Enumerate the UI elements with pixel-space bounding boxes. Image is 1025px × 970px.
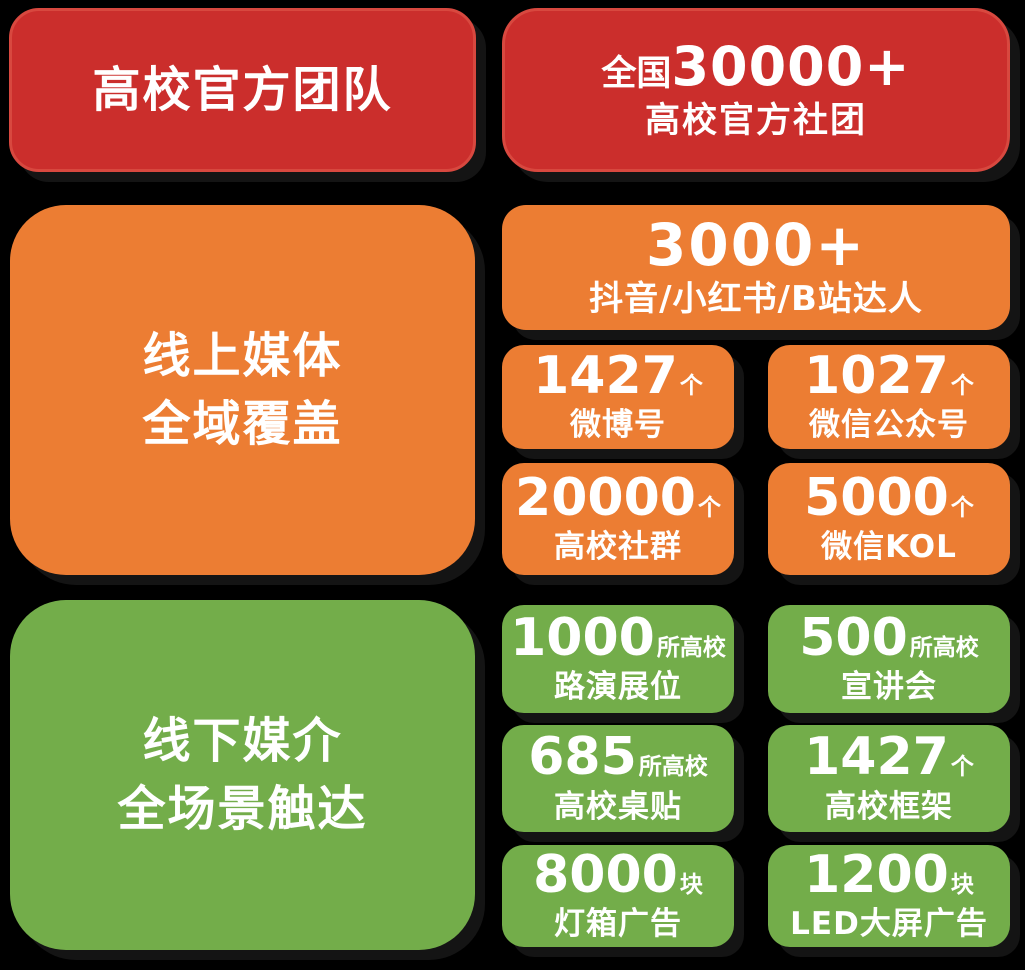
stat-unit: 所高校: [638, 754, 708, 781]
stat-number: 3000+: [645, 211, 867, 280]
online-media-row-2: 20000 个 高校社群 5000 个 微信KOL: [502, 463, 1010, 575]
stat-label: 抖音/小红书/B站达人: [589, 279, 923, 320]
stat-unit: 所高校: [909, 634, 979, 661]
card-short-video-influencers: 3000+ 抖音/小红书/B站达人: [502, 205, 1010, 330]
stat-unit: 块: [679, 871, 703, 898]
card-national-official-clubs: 全国 30000+ 高校官方社团: [502, 8, 1010, 172]
card-lightbox-ads: 8000 块 灯箱广告: [502, 845, 734, 947]
online-media-row-1: 1427 个 微博号 1027 个 微信公众号: [502, 345, 1010, 449]
stat-number: 20000: [515, 467, 696, 528]
section-title-university-teams: 高校官方团队: [92, 61, 393, 118]
stat-unit: 所高校: [656, 634, 726, 661]
stat-number: 30000+: [671, 34, 911, 98]
stat-number: 685: [528, 727, 637, 788]
stat-number: 1027: [804, 345, 949, 406]
stat-unit: 个: [697, 494, 721, 521]
section-title-offline-media: 线下媒介 全场景触达: [117, 712, 368, 837]
stat-unit: 个: [950, 372, 974, 399]
card-desk-stickers: 685 所高校 高校桌贴: [502, 725, 734, 832]
stat-label: 灯箱广告: [554, 906, 682, 943]
stat-unit: 个: [679, 372, 703, 399]
stat-number: 5000: [804, 467, 949, 528]
card-weibo-accounts: 1427 个 微博号: [502, 345, 734, 449]
stat-label: 微博号: [570, 407, 666, 444]
stat-label: 路演展位: [554, 669, 682, 706]
stat-label: 微信公众号: [809, 407, 969, 444]
stat-label: 高校官方社团: [644, 100, 867, 141]
card-wechat-kol: 5000 个 微信KOL: [768, 463, 1010, 575]
card-info-sessions: 500 所高校 宣讲会: [768, 605, 1010, 713]
card-roadshow-booths: 1000 所高校 路演展位: [502, 605, 734, 713]
stat-number: 1200: [804, 844, 949, 905]
section-header-offline-media: 线下媒介 全场景触达: [10, 600, 475, 950]
stat-label: 宣讲会: [841, 669, 937, 706]
offline-media-row-1: 1000 所高校 路演展位 500 所高校 宣讲会: [502, 605, 1010, 713]
stat-unit: 个: [950, 494, 974, 521]
section-title-online-media: 线上媒体 全域覆盖: [142, 327, 343, 452]
stat-prefix: 全国: [601, 53, 672, 94]
offline-media-row-2: 685 所高校 高校桌贴 1427 个 高校框架: [502, 725, 1010, 832]
stat-label: 高校框架: [825, 788, 953, 825]
stat-national-clubs: 全国 30000+: [601, 35, 910, 98]
card-led-screen-ads: 1200 块 LED大屏广告: [768, 845, 1010, 947]
offline-media-row-3: 8000 块 灯箱广告 1200 块 LED大屏广告: [502, 845, 1010, 947]
stat-label: 高校社群: [554, 529, 682, 566]
section-header-university-teams: 高校官方团队: [9, 8, 476, 172]
stat-unit: 个: [950, 754, 974, 781]
stat-label: 高校桌贴: [554, 788, 682, 825]
card-campus-communities: 20000 个 高校社群: [502, 463, 734, 575]
stat-number: 1427: [804, 727, 949, 788]
stat-unit: 块: [950, 871, 974, 898]
section-header-online-media: 线上媒体 全域覆盖: [10, 205, 475, 575]
card-campus-frames: 1427 个 高校框架: [768, 725, 1010, 832]
stat-label: LED大屏广告: [790, 906, 988, 943]
stat-number: 500: [799, 607, 908, 668]
stat-number: 8000: [533, 844, 678, 905]
stat-number: 1000: [510, 607, 655, 668]
stat-label: 微信KOL: [821, 529, 957, 566]
stat-number: 1427: [533, 345, 678, 406]
card-wechat-official-accounts: 1027 个 微信公众号: [768, 345, 1010, 449]
